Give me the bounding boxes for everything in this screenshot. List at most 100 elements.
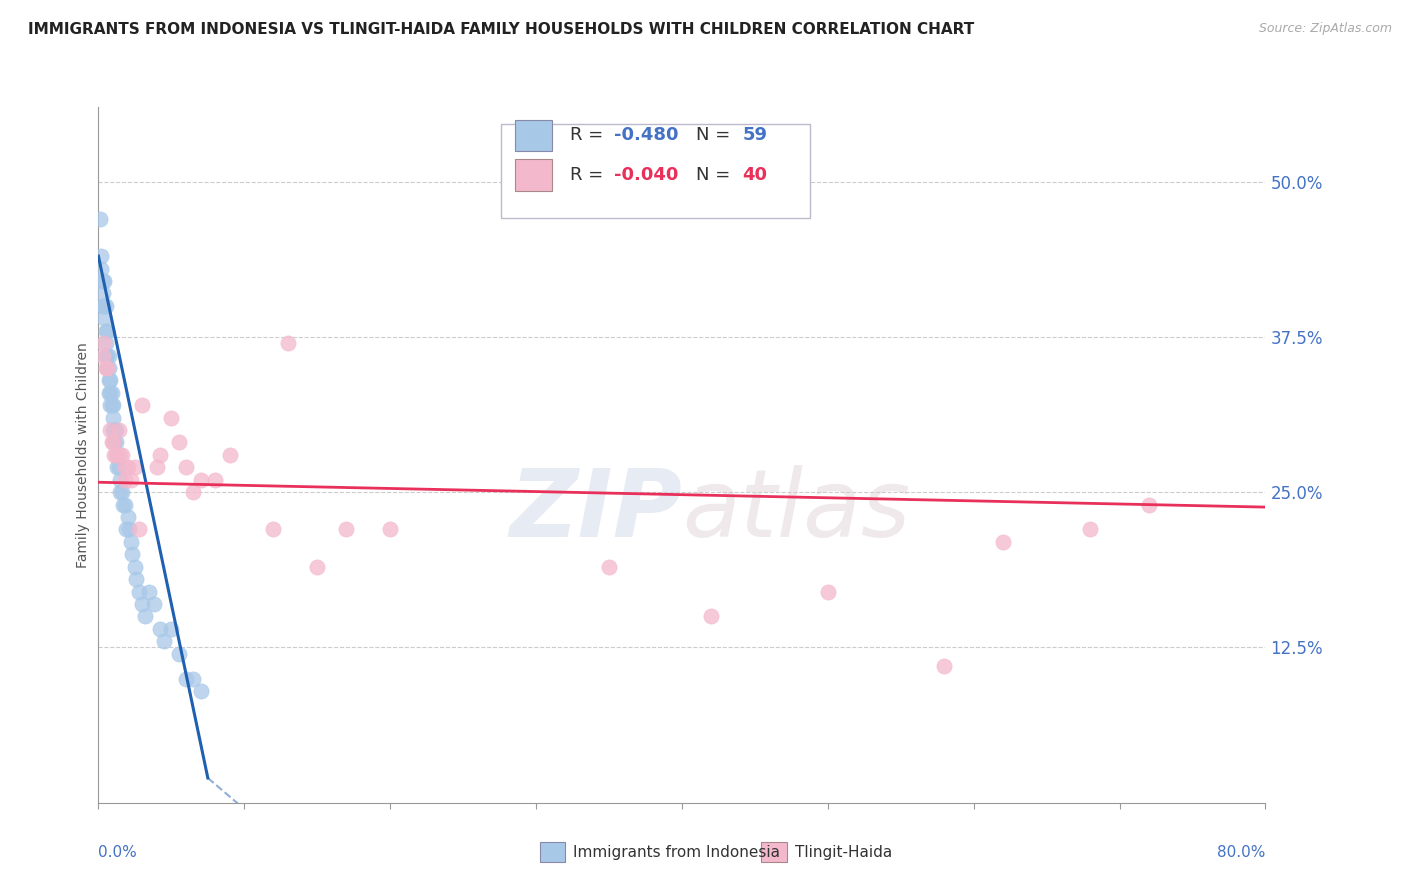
Point xyxy=(138,584,160,599)
Text: ZIP: ZIP xyxy=(509,465,682,557)
Point xyxy=(104,423,127,437)
Point xyxy=(307,559,329,574)
Point xyxy=(1080,523,1102,537)
Point xyxy=(146,460,169,475)
Point xyxy=(94,324,117,338)
Point xyxy=(97,349,120,363)
Point xyxy=(98,373,121,387)
Point xyxy=(98,423,121,437)
Point xyxy=(181,672,204,686)
Text: -0.040: -0.040 xyxy=(614,166,679,184)
Bar xyxy=(515,120,553,151)
Point xyxy=(93,274,115,288)
Point xyxy=(153,634,176,648)
Point xyxy=(934,659,956,673)
Point xyxy=(114,473,136,487)
Point xyxy=(167,435,190,450)
Point xyxy=(117,510,139,524)
Point xyxy=(110,473,132,487)
Point xyxy=(93,336,115,351)
Point xyxy=(103,423,125,437)
Text: 0.0%: 0.0% xyxy=(98,845,138,860)
Point xyxy=(131,398,153,412)
Point xyxy=(174,460,197,475)
Point xyxy=(100,435,122,450)
Point xyxy=(101,410,124,425)
Point xyxy=(190,684,212,698)
Point xyxy=(110,485,132,500)
Point xyxy=(94,336,117,351)
Point xyxy=(114,460,136,475)
Text: R =: R = xyxy=(569,166,609,184)
Text: atlas: atlas xyxy=(682,465,910,556)
Text: 80.0%: 80.0% xyxy=(1218,845,1265,860)
Point xyxy=(91,286,114,301)
Point xyxy=(94,349,117,363)
Y-axis label: Family Households with Children: Family Households with Children xyxy=(76,342,90,568)
Point xyxy=(120,535,142,549)
Point xyxy=(98,398,121,412)
Point xyxy=(218,448,240,462)
Bar xyxy=(540,842,565,862)
Bar xyxy=(515,159,553,191)
Point xyxy=(96,324,118,338)
Point xyxy=(91,274,114,288)
Point xyxy=(190,473,212,487)
Point xyxy=(90,261,112,276)
Text: Immigrants from Indonesia: Immigrants from Indonesia xyxy=(574,845,780,860)
Point xyxy=(160,410,183,425)
Point xyxy=(111,485,134,500)
Point xyxy=(101,435,124,450)
Point xyxy=(111,448,134,462)
Point xyxy=(120,473,142,487)
Point xyxy=(93,311,115,326)
Point xyxy=(124,460,146,475)
Point xyxy=(100,385,122,400)
Point xyxy=(97,373,120,387)
Point xyxy=(96,361,118,376)
Text: Tlingit-Haida: Tlingit-Haida xyxy=(796,845,893,860)
Point xyxy=(125,572,148,586)
Point xyxy=(991,535,1014,549)
Point xyxy=(94,299,117,313)
Point xyxy=(335,523,357,537)
Point xyxy=(167,647,190,661)
Point xyxy=(160,622,183,636)
Point xyxy=(117,460,139,475)
Point xyxy=(598,559,620,574)
Point xyxy=(378,523,402,537)
Point xyxy=(149,448,172,462)
Point xyxy=(112,498,135,512)
Point xyxy=(93,299,115,313)
Point xyxy=(121,547,143,561)
Point xyxy=(91,299,114,313)
Point xyxy=(105,448,128,462)
Point xyxy=(134,609,156,624)
Point xyxy=(149,622,172,636)
Text: 59: 59 xyxy=(742,127,768,145)
Point xyxy=(97,361,120,376)
Point xyxy=(174,672,197,686)
Point xyxy=(131,597,153,611)
Point xyxy=(110,448,132,462)
Point xyxy=(204,473,226,487)
Point xyxy=(105,460,128,475)
Text: IMMIGRANTS FROM INDONESIA VS TLINGIT-HAIDA FAMILY HOUSEHOLDS WITH CHILDREN CORRE: IMMIGRANTS FROM INDONESIA VS TLINGIT-HAI… xyxy=(28,22,974,37)
Point xyxy=(90,249,112,263)
Point xyxy=(700,609,723,624)
Point xyxy=(108,423,131,437)
Text: N =: N = xyxy=(696,166,735,184)
Point xyxy=(142,597,165,611)
Point xyxy=(96,349,118,363)
Point xyxy=(1137,498,1160,512)
Point xyxy=(114,498,136,512)
Point xyxy=(181,485,204,500)
Text: 40: 40 xyxy=(742,166,768,184)
Point xyxy=(97,385,120,400)
Point xyxy=(817,584,839,599)
Text: -0.480: -0.480 xyxy=(614,127,679,145)
Point xyxy=(103,448,125,462)
FancyBboxPatch shape xyxy=(501,124,810,219)
Point xyxy=(128,584,150,599)
Text: R =: R = xyxy=(569,127,609,145)
